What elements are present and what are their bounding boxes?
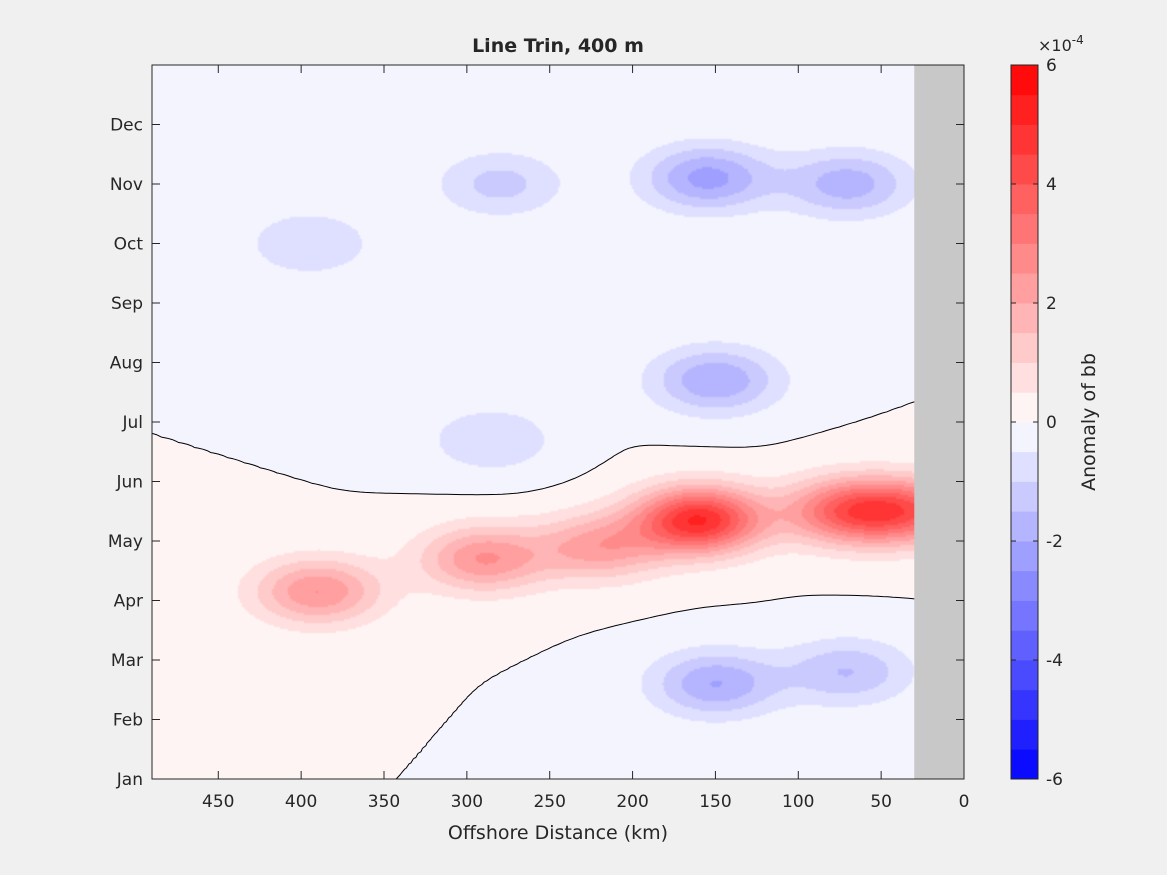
x-tick-label: 150 bbox=[699, 792, 731, 812]
colorbar-tick-label: 2 bbox=[1046, 294, 1057, 314]
colorbar-bands bbox=[1011, 65, 1038, 780]
colorbar-tick-label: -4 bbox=[1046, 651, 1063, 671]
colorbar-band bbox=[1011, 184, 1038, 215]
y-tick-label: Jun bbox=[115, 473, 143, 493]
x-axis-ticks: 450 400 350 300 250 200 150 100 50 0 bbox=[202, 65, 969, 812]
colorbar-band bbox=[1011, 451, 1038, 482]
colorbar-band bbox=[1011, 243, 1038, 274]
colorbar-exponent-base: ×10 bbox=[1038, 36, 1072, 55]
y-tick-label: Oct bbox=[114, 235, 144, 255]
anomaly-contour-field bbox=[152, 65, 964, 779]
chart-title: Line Trin, 400 m bbox=[472, 35, 644, 57]
x-tick-label: 300 bbox=[451, 792, 483, 812]
colorbar-exponent-power: -4 bbox=[1072, 33, 1084, 47]
colorbar-band bbox=[1011, 719, 1038, 750]
colorbar-ticks: -6 -4 -2 0 2 4 6 bbox=[1011, 56, 1063, 790]
colorbar-band bbox=[1011, 124, 1038, 155]
y-axis-ticks: Jan Feb Mar Apr May Jun Jul Aug Sep Oct Nov Dec bbox=[108, 116, 964, 790]
x-tick-label: 250 bbox=[533, 792, 565, 812]
x-tick-label: 100 bbox=[782, 792, 814, 812]
colorbar-band bbox=[1011, 362, 1038, 393]
y-tick-label: Jan bbox=[116, 770, 143, 790]
colorbar-band bbox=[1011, 213, 1038, 244]
colorbar-band bbox=[1011, 154, 1038, 185]
colorbar-tick-label: 6 bbox=[1046, 56, 1057, 76]
y-tick-label: Aug bbox=[110, 354, 143, 374]
zero-contour-path bbox=[152, 381, 964, 779]
y-tick-label: Dec bbox=[110, 116, 143, 136]
colorbar-band bbox=[1011, 273, 1038, 304]
x-tick-label: 200 bbox=[616, 792, 648, 812]
y-tick-label: Jul bbox=[121, 413, 143, 433]
colorbar-band bbox=[1011, 541, 1038, 572]
x-axis-label: Offshore Distance (km) bbox=[448, 822, 668, 844]
y-tick-label: Nov bbox=[110, 175, 143, 195]
colorbar-tick-label: -6 bbox=[1046, 770, 1063, 790]
x-tick-label: 450 bbox=[202, 792, 234, 812]
colorbar-band bbox=[1011, 392, 1038, 423]
x-tick-label: 50 bbox=[870, 792, 892, 812]
colorbar-band bbox=[1011, 570, 1038, 601]
colorbar-band bbox=[1011, 600, 1038, 631]
no-data-region bbox=[914, 65, 964, 779]
colorbar-tick-label: 4 bbox=[1046, 175, 1057, 195]
x-tick-label: 0 bbox=[959, 792, 970, 812]
colorbar-band bbox=[1011, 332, 1038, 363]
colorbar-band bbox=[1011, 422, 1038, 453]
colorbar-band bbox=[1011, 65, 1038, 96]
colorbar-band bbox=[1011, 94, 1038, 125]
x-tick-label: 350 bbox=[368, 792, 400, 812]
zero-contour-lines bbox=[152, 381, 964, 779]
y-tick-label: Sep bbox=[111, 294, 143, 314]
y-tick-label: Mar bbox=[111, 651, 143, 671]
y-tick-label: Apr bbox=[114, 592, 143, 612]
plot-area: 450 400 350 300 250 200 150 100 50 0 Jan Feb Mar Apr… bbox=[108, 64, 969, 812]
x-tick-label: 400 bbox=[285, 792, 317, 812]
colorbar-label: Anomaly of bb bbox=[1078, 353, 1100, 491]
colorbar-band bbox=[1011, 303, 1038, 334]
colorbar-band bbox=[1011, 511, 1038, 542]
y-tick-label: Feb bbox=[113, 711, 143, 731]
colorbar-band bbox=[1011, 660, 1038, 691]
colorbar-tick-label: 0 bbox=[1046, 413, 1057, 433]
colorbar-band bbox=[1011, 630, 1038, 661]
colorbar-band bbox=[1011, 481, 1038, 512]
colorbar-exponent: ×10-4 bbox=[1038, 33, 1084, 55]
colorbar-band bbox=[1011, 749, 1038, 780]
colorbar-tick-label: -2 bbox=[1046, 532, 1063, 552]
y-tick-label: May bbox=[108, 532, 143, 552]
colorbar-band bbox=[1011, 689, 1038, 720]
